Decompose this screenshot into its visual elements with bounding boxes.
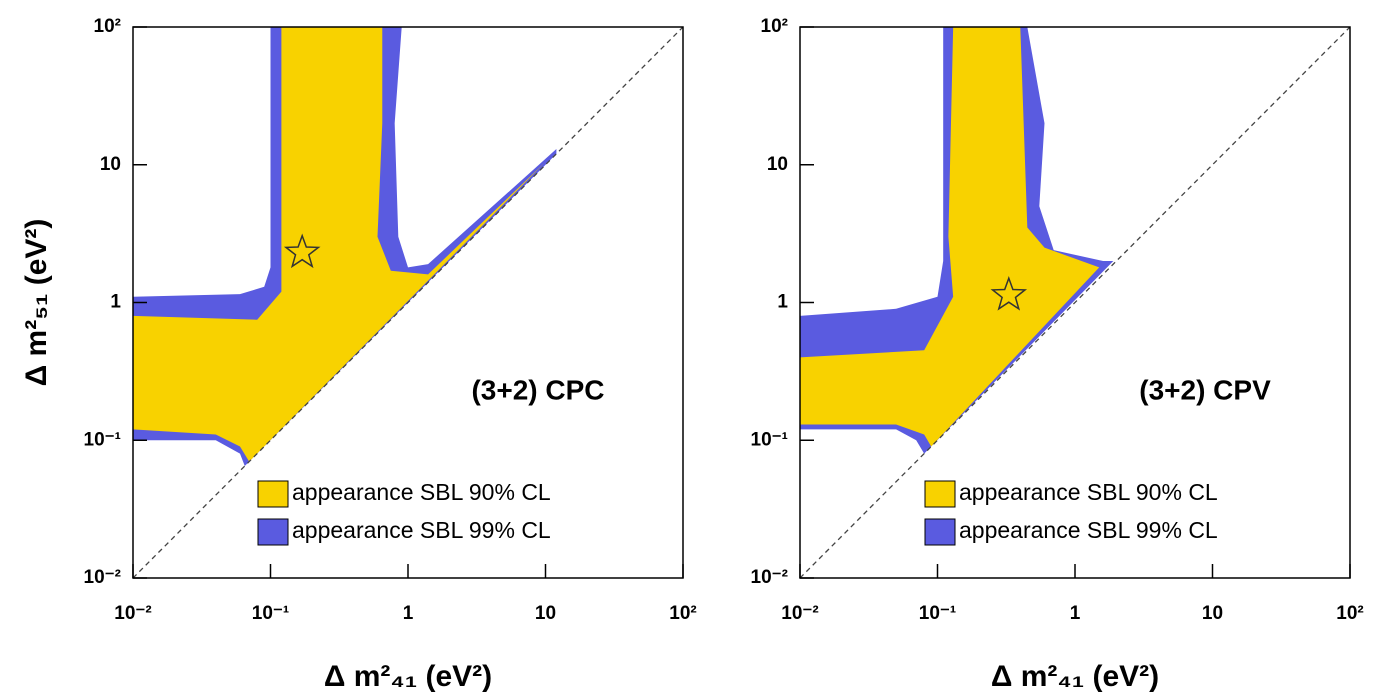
legend-label: appearance SBL 99% CL [959,517,1218,543]
best-fit-star [283,233,321,269]
legend-label: appearance SBL 90% CL [292,479,551,505]
y-tick-label: 10 [767,154,788,175]
y-tick-label: 10⁻¹ [84,429,122,450]
y-tick-label: 10² [94,16,121,37]
x-tick-label: 1 [403,603,414,624]
x-tick-label: 10⁻² [114,603,152,624]
y-tick-label: 10⁻² [84,567,122,588]
legend-swatch [924,480,956,508]
annotation: (3+2) CPV [1139,374,1271,405]
y-tick-label: 10 [100,154,121,175]
plot-area [800,27,1350,578]
y-axis-label: Δ m²₅₁ (eV²) [20,219,53,387]
panel: 10⁻² 10⁻¹ 1 10 10² 10⁻² 10⁻¹ 1 10 10² (3+2) CPV Δ m… [751,16,1364,693]
x-tick-label: 10 [535,603,556,624]
x-tick-label: 10⁻¹ [252,603,290,624]
x-axis-label: Δ m²₄₁ (eV²) [991,660,1159,693]
best-fit-star [990,276,1028,311]
panel: 10⁻² 10⁻¹ 1 10 10² 10⁻² 10⁻¹ 1 10 10² (3+2) CPC Δ m… [20,16,697,693]
y-tick-label: 1 [777,292,788,313]
legend-label: appearance SBL 99% CL [292,517,551,543]
y-tick-label: 10⁻¹ [751,429,789,450]
plot-area [133,27,683,578]
y-tick-label: 1 [110,292,121,313]
y-tick-label: 10⁻² [751,567,789,588]
confidence-region [133,27,546,462]
diagonal [133,27,683,578]
x-tick-label: 10² [669,603,696,624]
annotation: (3+2) CPC [471,374,604,405]
confidence-region [800,27,1100,447]
legend-swatch [257,518,289,546]
x-tick-label: 10² [1336,603,1363,624]
x-tick-label: 10⁻¹ [919,603,957,624]
x-axis-label: Δ m²₄₁ (eV²) [324,660,492,693]
x-tick-label: 1 [1070,603,1081,624]
legend-swatch [257,480,289,508]
y-tick-label: 10² [761,16,788,37]
x-tick-label: 10⁻² [781,603,819,624]
legend-swatch [924,518,956,546]
legend-label: appearance SBL 90% CL [959,479,1218,505]
diagonal [800,27,1350,578]
x-tick-label: 10 [1202,603,1223,624]
